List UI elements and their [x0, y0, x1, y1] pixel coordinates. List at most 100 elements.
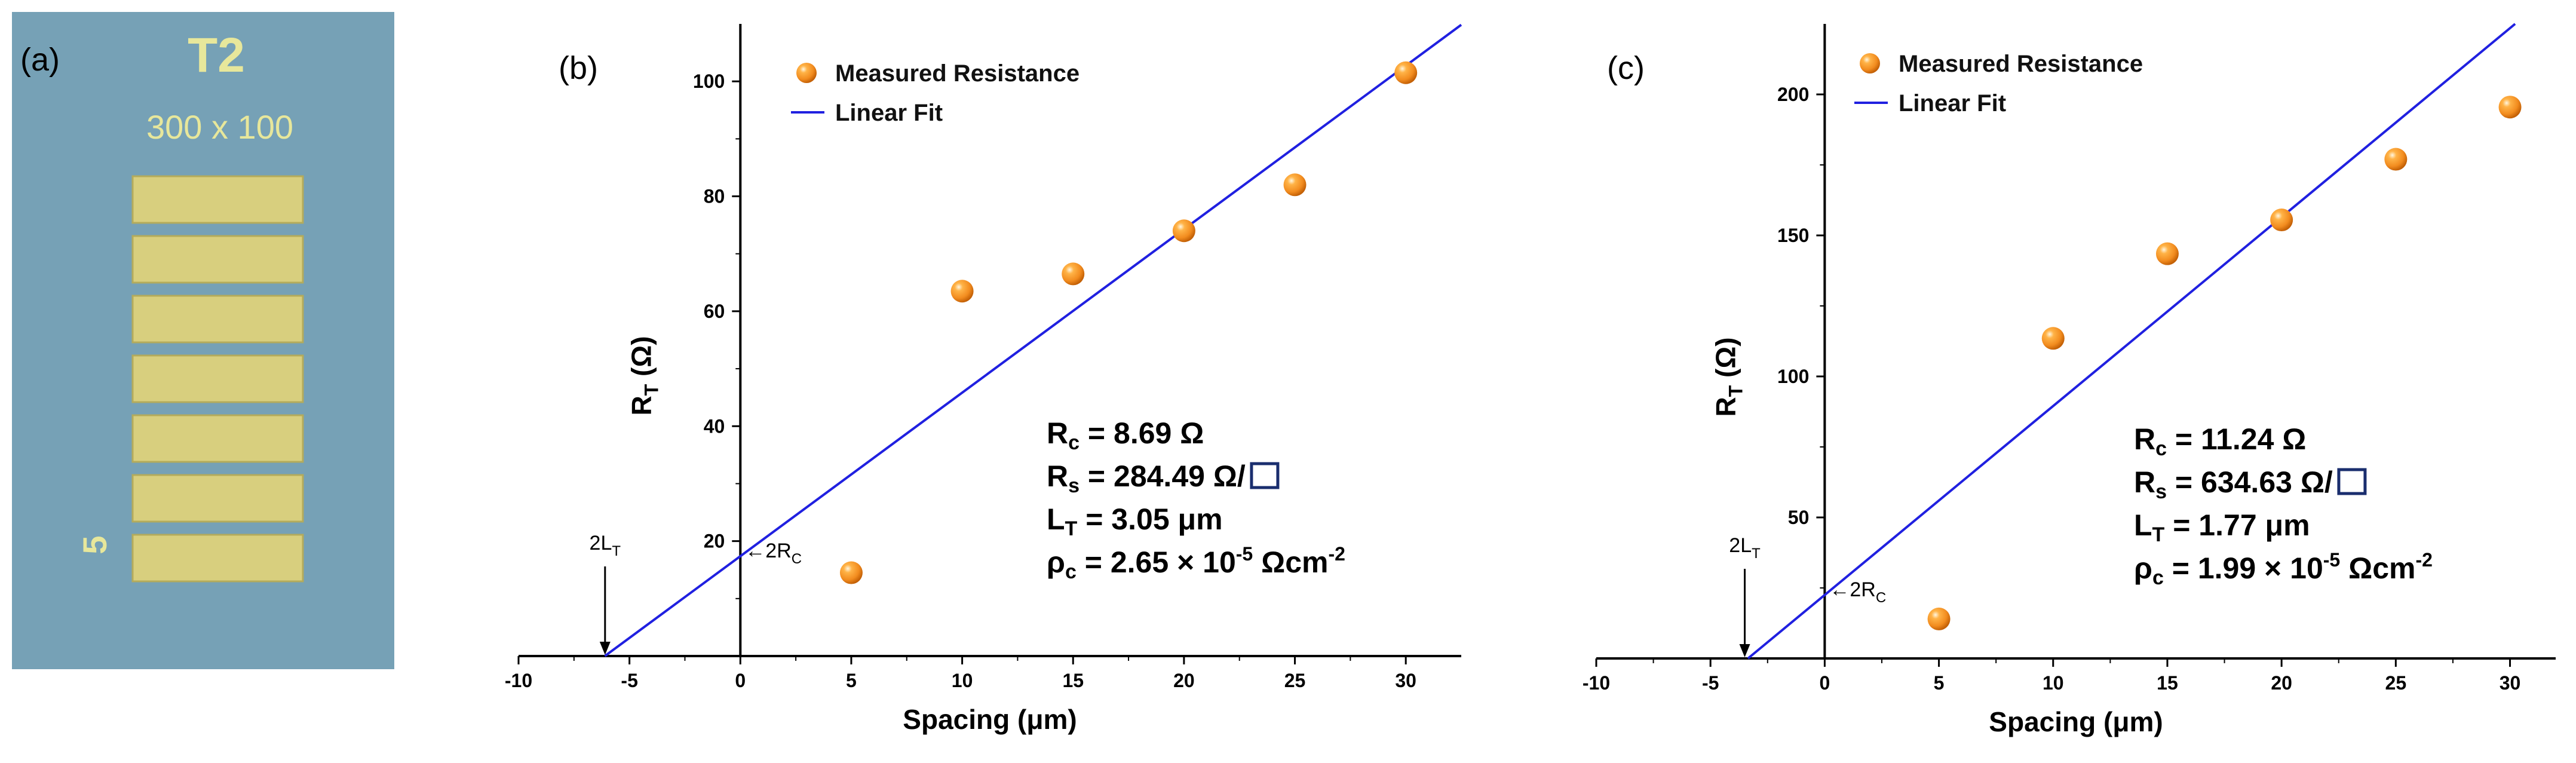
param-symbol: L	[1047, 502, 1065, 536]
rc-label: ←2RC	[745, 540, 802, 567]
data-point	[950, 280, 974, 303]
square-icon	[2337, 468, 2367, 495]
data-point	[1062, 262, 1085, 286]
lt-label: 2LT	[1729, 534, 1761, 562]
y-tick-label: 20	[704, 531, 725, 552]
param-subscript: T	[2152, 523, 2165, 546]
param-subscript: s	[2155, 480, 2167, 503]
param-value: = 1.77 μm	[2164, 508, 2310, 542]
param-unit: Ωcm	[2340, 551, 2415, 585]
legend-label-points: Measured Resistance	[1899, 51, 2143, 77]
x-tick-label: 15	[1062, 670, 1084, 691]
x-tick-label: 5	[846, 670, 857, 691]
data-point	[2498, 96, 2522, 119]
param-symbol: ρ	[2134, 551, 2152, 585]
y-tick-label: 50	[1788, 507, 1810, 528]
x-tick-label: 20	[1173, 670, 1195, 691]
panel-b-label: (b)	[559, 50, 598, 86]
param-symbol: R	[1047, 416, 1068, 450]
lt-label-sub: T	[612, 543, 621, 559]
legend-marker-points	[796, 63, 817, 83]
chart-c: (c) -10 -5 0 5 10 15 20 25 30 50 100 150 200 Spacing (…	[1583, 23, 2556, 737]
param-value: = 2.65 × 10	[1077, 546, 1236, 579]
contact-pad	[131, 354, 304, 403]
param-line: ρc = 2.65 × 10-5 Ωcm-2	[1047, 543, 1345, 583]
param-subscript: s	[1068, 474, 1080, 497]
square-icon	[1250, 462, 1280, 489]
contact-pad	[131, 414, 304, 463]
lt-label-main: 2L	[590, 532, 612, 554]
x-tick-label: 30	[2500, 672, 2521, 694]
param-subscript: T	[1065, 517, 1078, 540]
panel-a-label: (a)	[20, 42, 60, 78]
data-point	[1394, 61, 1418, 84]
param-value: = 1.99 × 10	[2164, 551, 2323, 585]
x-axis-title: Spacing (μm)	[1989, 706, 2163, 737]
x-tick-label: -5	[1702, 672, 1719, 694]
data-point	[2270, 209, 2293, 232]
y-axis-title-sub: T	[640, 384, 662, 396]
x-tick-label: -10	[505, 670, 532, 691]
contact-pad	[131, 235, 304, 284]
y-tick-label: 80	[704, 186, 725, 207]
param-line: Rc = 11.24 Ω	[2134, 422, 2306, 460]
param-value: = 3.05 μm	[1077, 502, 1222, 536]
data-point	[1927, 607, 1951, 630]
param-superscript: -5	[1236, 543, 1253, 565]
lt-label: 2LT	[590, 532, 621, 559]
param-line: Rc = 8.69 Ω	[1047, 416, 1204, 454]
y-axis-title-sub: T	[1725, 385, 1746, 397]
param-line: LT = 1.77 μm	[2134, 508, 2310, 546]
rc-label-sub: C	[792, 551, 802, 567]
param-symbol: R	[2134, 422, 2155, 456]
param-line: ρc = 1.99 × 10-5 Ωcm-2	[2134, 549, 2433, 589]
linear-fit-line	[604, 23, 1462, 657]
contact-pad	[131, 295, 304, 344]
x-tick-label: 30	[1395, 670, 1416, 691]
x-tick-label: 15	[2157, 672, 2178, 694]
x-tick-label: 0	[1819, 672, 1830, 694]
x-axis-title: Spacing (μm)	[903, 704, 1077, 735]
data-point	[2384, 148, 2408, 171]
contact-pad	[131, 175, 304, 224]
lt-label-main: 2L	[1729, 534, 1752, 557]
x-tick-label: 25	[1284, 670, 1306, 691]
param-symbol: R	[2134, 465, 2155, 499]
lt-arrow-head	[1739, 644, 1750, 657]
param-subscript: c	[1065, 560, 1077, 583]
y-axis-title-main: R	[625, 396, 657, 415]
chart-b: (b) -10 -5 0 5 10 15 20 25 30 20 40 60 80 100 Spacing (…	[505, 23, 1462, 735]
param-value: = 634.63 Ω/	[2167, 465, 2333, 499]
y-axis-title-main: R	[1710, 397, 1741, 416]
chip-marker: 5	[76, 535, 114, 554]
chip-title: T2	[188, 28, 245, 82]
param-value: = 11.24 Ω	[2167, 422, 2306, 456]
x-tick-label: -5	[621, 670, 637, 691]
rc-label-main: ←2R	[1829, 578, 1875, 601]
contact-pads	[131, 175, 304, 583]
rc-label: ←2RC	[1829, 578, 1886, 606]
param-symbol: R	[1047, 459, 1068, 493]
legend-label-line: Linear Fit	[835, 100, 943, 126]
data-point	[2155, 242, 2179, 265]
legend-label-line: Linear Fit	[1899, 90, 2006, 117]
lt-label-sub: T	[1752, 546, 1761, 562]
x-tick-label: 25	[2385, 672, 2407, 694]
x-tick-label: 5	[1934, 672, 1945, 694]
data-point	[2041, 327, 2065, 350]
y-tick-label: 100	[693, 71, 725, 92]
param-unit: Ωcm	[1253, 546, 1328, 579]
contact-pad	[131, 534, 304, 583]
param-subscript: c	[1068, 431, 1080, 454]
param-symbol: L	[2134, 508, 2152, 542]
y-tick-label: 40	[704, 415, 725, 437]
chip-size-label: 300 x 100	[146, 108, 293, 146]
param-value: = 8.69 Ω	[1080, 416, 1204, 450]
panel-c-label: (c)	[1607, 50, 1645, 86]
y-tick-label: 150	[1777, 225, 1809, 246]
x-tick-label: 10	[2043, 672, 2064, 694]
panel-a-photo: (a) T2 300 x 100 5	[12, 12, 394, 669]
x-tick-label: 20	[2271, 672, 2292, 694]
param-unit-superscript: -2	[2415, 549, 2432, 571]
legend-label-points: Measured Resistance	[835, 60, 1080, 87]
